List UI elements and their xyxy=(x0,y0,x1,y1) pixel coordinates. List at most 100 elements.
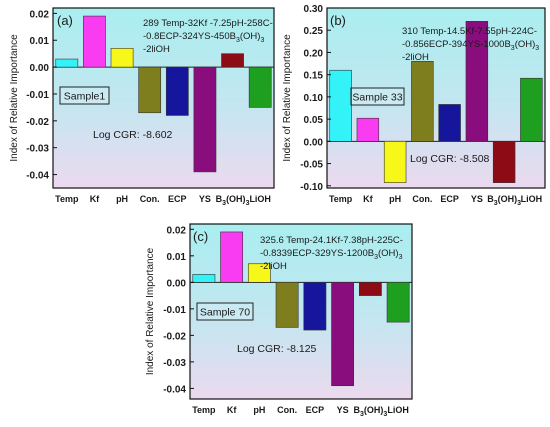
x-tick-label: B3(OH)3 xyxy=(487,194,521,207)
x-tick-label: YS xyxy=(471,194,483,204)
log-cgr-label: Log CGR: -8.602 xyxy=(93,129,173,141)
y-tick-label: -0.02 xyxy=(163,331,186,342)
log-cgr-label: Log CGR: -8.508 xyxy=(410,153,490,165)
bar-con xyxy=(411,61,434,142)
x-tick-label: Con. xyxy=(277,405,297,415)
x-tick-label: Con. xyxy=(412,194,432,204)
bar-ys xyxy=(465,21,489,142)
sample-label-box xyxy=(196,302,254,321)
sample-label-box xyxy=(350,87,405,106)
sample-label-box xyxy=(59,86,110,105)
panel-label: (a) xyxy=(57,13,73,28)
bar-ph xyxy=(383,141,407,183)
x-tick-label: LiOH xyxy=(249,194,271,204)
x-tick-label: Kf xyxy=(90,194,100,204)
equation-line: 289 Temp-32Kf -7.25pH-258C- xyxy=(143,18,273,29)
plot-frame xyxy=(52,7,275,189)
bar-ys xyxy=(331,282,355,387)
x-tick-label: ECP xyxy=(440,194,459,204)
bar-con xyxy=(275,282,299,328)
x-tick-label: YS xyxy=(337,405,349,415)
bar-ys xyxy=(193,66,217,173)
equation-line: -0.856ECP-394YS-1000B3(OH)3 xyxy=(402,39,539,52)
bar-b3oh3 xyxy=(358,282,382,296)
y-tick-label: 0.01 xyxy=(30,36,50,47)
y-tick-label: 0.01 xyxy=(167,252,187,263)
x-tick-label: pH xyxy=(389,194,401,204)
sample-label: Sample1 xyxy=(64,91,106,103)
y-tick-label: 0.20 xyxy=(304,48,324,59)
bar-ph xyxy=(247,263,271,283)
y-axis-label: Index of Relative Importance xyxy=(145,247,156,375)
bar-b3oh3 xyxy=(492,141,516,183)
x-tick-label: Temp xyxy=(192,405,216,415)
bar-kf xyxy=(356,117,380,142)
chart-panel-c: 0.02 0.01 0.00 -0.01 -0.02 -0.03 -0.04 Index of… xyxy=(145,223,413,418)
chart-panel-b: 0.30 0.25 0.20 0.15 0.10 0.05 0.00 -0.05 -0.10 In… xyxy=(282,4,546,207)
bar-ph xyxy=(110,47,134,68)
bar-ecp xyxy=(438,104,461,142)
x-tick-label: Con. xyxy=(140,194,160,204)
equation-line: -0.8ECP-324YS-450B3(OH)3 xyxy=(143,31,264,44)
log-cgr-label: Log CGR: -8.125 xyxy=(237,343,317,355)
bar-temp xyxy=(192,274,216,283)
bar-ecp xyxy=(303,282,327,331)
x-tick-label: Kf xyxy=(227,405,237,415)
y-tick-label: -0.03 xyxy=(163,358,186,369)
x-tick-label: YS xyxy=(199,194,211,204)
x-tick-label: ECP xyxy=(306,405,325,415)
y-tick-label: -0.01 xyxy=(163,305,186,316)
equation-line: -0.8339ECP-329YS-1200B3(OH)3 xyxy=(260,248,403,261)
y-tick-label: 0.10 xyxy=(304,93,324,104)
bar-ecp xyxy=(165,66,189,116)
y-tick-label: 0.25 xyxy=(304,26,324,37)
y-tick-label: 0.00 xyxy=(30,63,50,74)
sample-label: Sample 33 xyxy=(352,92,402,104)
y-tick-label: 0.02 xyxy=(167,225,187,236)
y-tick-label: -0.04 xyxy=(163,384,186,395)
equation-line: 310 Temp-14.5Kf-7.55pH-224C- xyxy=(402,26,537,37)
bar-lioh xyxy=(520,77,543,142)
bar-b3oh3 xyxy=(221,53,244,68)
y-tick-label: -0.04 xyxy=(26,171,49,182)
x-tick-label: pH xyxy=(253,405,265,415)
plot-frame xyxy=(189,223,413,400)
x-tick-label: pH xyxy=(116,194,128,204)
y-tick-label: 0.15 xyxy=(304,71,324,82)
y-axis-label: Index of Relative Importance xyxy=(282,34,293,162)
plot-frame xyxy=(326,7,546,189)
bar-kf xyxy=(220,231,244,283)
x-tick-label: ECP xyxy=(168,194,187,204)
x-tick-label: Temp xyxy=(329,194,353,204)
equation-line: -2liOH xyxy=(143,44,170,55)
y-tick-label: -0.05 xyxy=(300,160,323,171)
panel-label: (b) xyxy=(330,13,346,28)
bar-temp xyxy=(329,69,352,142)
bar-con xyxy=(138,66,162,114)
x-tick-label: Temp xyxy=(55,194,79,204)
chart-panel-a: 0.02 0.01 0.00 -0.01 -0.02 -0.03 -0.04 Index of… xyxy=(9,7,275,207)
x-tick-label: B3(OH)3 xyxy=(216,194,250,207)
x-tick-label: LiOH xyxy=(387,405,409,415)
bar-kf xyxy=(83,15,106,68)
bar-lioh xyxy=(248,66,272,108)
y-tick-label: 0.02 xyxy=(30,9,50,20)
bar-temp xyxy=(55,58,79,68)
y-tick-label: 0.00 xyxy=(304,137,324,148)
y-tick-label: -0.01 xyxy=(26,90,49,101)
equation-line: -2liOH xyxy=(402,52,429,63)
sample-label: Sample 70 xyxy=(200,307,250,319)
equation-line: -2liOH xyxy=(260,261,287,272)
x-tick-label: LiOH xyxy=(521,194,543,204)
y-tick-label: 0.00 xyxy=(167,278,187,289)
y-tick-label: 0.05 xyxy=(304,115,324,126)
y-axis-label: Index of Relative Importance xyxy=(9,34,20,162)
x-tick-label: Kf xyxy=(363,194,373,204)
y-tick-label: -0.10 xyxy=(300,182,323,193)
equation-line: 325.6 Temp-24.1Kf-7.38pH-225C- xyxy=(260,235,403,246)
x-tick-label: B3(OH)3 xyxy=(353,405,387,418)
y-tick-label: -0.02 xyxy=(26,117,49,128)
y-tick-label: -0.03 xyxy=(26,144,49,155)
bar-lioh xyxy=(386,282,410,323)
